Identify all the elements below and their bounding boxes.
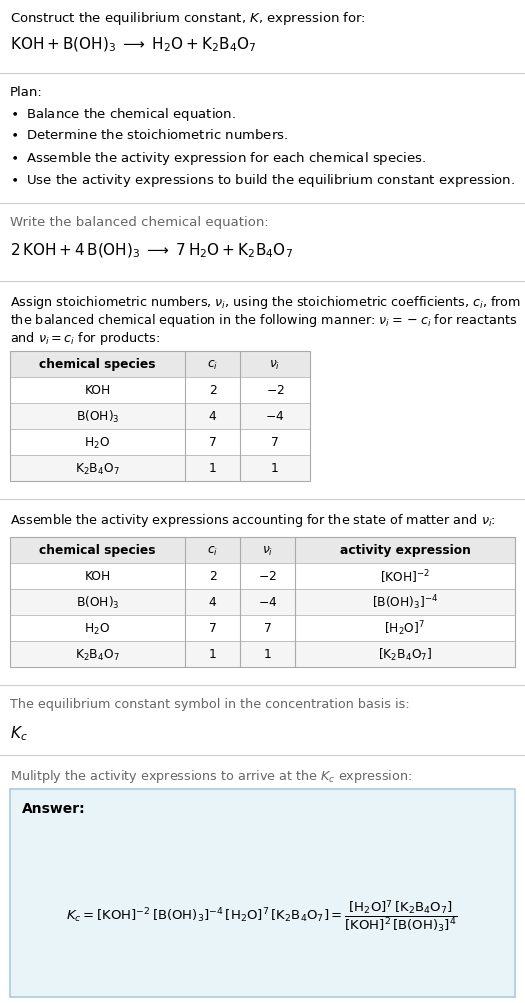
Text: the balanced chemical equation in the following manner: $\nu_i = -c_i$ for react: the balanced chemical equation in the fo… [10, 312, 518, 329]
Text: Assign stoichiometric numbers, $\nu_i$, using the stoichiometric coefficients, $: Assign stoichiometric numbers, $\nu_i$, … [10, 294, 521, 311]
Text: 7: 7 [264, 622, 271, 635]
Text: $[\mathrm{K_2B_4O_7}]$: $[\mathrm{K_2B_4O_7}]$ [378, 646, 432, 662]
Text: 1: 1 [208, 462, 216, 475]
Text: $[\mathrm{KOH}]^{-2}$: $[\mathrm{KOH}]^{-2}$ [380, 568, 430, 585]
Text: Mulitply the activity expressions to arrive at the $K_c$ expression:: Mulitply the activity expressions to arr… [10, 767, 412, 784]
Text: KOH: KOH [85, 570, 111, 583]
Text: $\mathrm{K_2B_4O_7}$: $\mathrm{K_2B_4O_7}$ [75, 461, 120, 476]
Text: $\mathrm{K_2B_4O_7}$: $\mathrm{K_2B_4O_7}$ [75, 647, 120, 662]
Text: $-4$: $-4$ [258, 596, 277, 609]
Text: $\bullet\;$ Determine the stoichiometric numbers.: $\bullet\;$ Determine the stoichiometric… [10, 127, 288, 141]
Text: 4: 4 [208, 596, 216, 609]
Bar [10, 403, 310, 429]
Bar [10, 538, 515, 564]
Text: $\bullet\;$ Assemble the activity expression for each chemical species.: $\bullet\;$ Assemble the activity expres… [10, 149, 426, 166]
Text: $c_i$: $c_i$ [207, 358, 218, 371]
Text: $[\mathrm{H_2O}]^{7}$: $[\mathrm{H_2O}]^{7}$ [384, 619, 426, 638]
Text: 7: 7 [208, 436, 216, 449]
Text: $\nu_i$: $\nu_i$ [262, 544, 273, 557]
Text: Answer:: Answer: [22, 801, 86, 815]
Bar [10, 352, 310, 377]
Text: $c_i$: $c_i$ [207, 544, 218, 557]
Bar [10, 455, 310, 481]
Text: $\mathrm{KOH + B(OH)_3 \;\longrightarrow\; H_2O + K_2B_4O_7}$: $\mathrm{KOH + B(OH)_3 \;\longrightarrow… [10, 36, 256, 54]
Text: 1: 1 [264, 648, 271, 661]
Text: 7: 7 [208, 622, 216, 635]
Text: 4: 4 [208, 410, 216, 423]
Bar [10, 538, 515, 667]
Text: Write the balanced chemical equation:: Write the balanced chemical equation: [10, 216, 269, 229]
Text: chemical species: chemical species [39, 358, 156, 371]
Text: $\mathrm{B(OH)_3}$: $\mathrm{B(OH)_3}$ [76, 408, 119, 424]
Text: KOH: KOH [85, 384, 111, 397]
Text: $K_c = [\mathrm{KOH}]^{-2}\,[\mathrm{B(OH)_3}]^{-4}\,[\mathrm{H_2O}]^{7}\,[\math: $K_c = [\mathrm{KOH}]^{-2}\,[\mathrm{B(O… [66, 898, 458, 934]
Bar [10, 641, 515, 667]
Text: $\bullet\;$ Balance the chemical equation.: $\bullet\;$ Balance the chemical equatio… [10, 106, 236, 123]
Text: $\mathrm{H_2O}$: $\mathrm{H_2O}$ [85, 621, 110, 636]
Text: 1: 1 [208, 648, 216, 661]
Text: activity expression: activity expression [340, 544, 470, 557]
Text: $[\mathrm{B(OH)_3}]^{-4}$: $[\mathrm{B(OH)_3}]^{-4}$ [372, 593, 438, 612]
Text: chemical species: chemical species [39, 544, 156, 557]
Text: 7: 7 [271, 436, 279, 449]
Text: and $\nu_i = c_i$ for products:: and $\nu_i = c_i$ for products: [10, 330, 160, 347]
Text: $\mathrm{B(OH)_3}$: $\mathrm{B(OH)_3}$ [76, 595, 119, 611]
Text: $\bullet\;$ Use the activity expressions to build the equilibrium constant expre: $\bullet\;$ Use the activity expressions… [10, 172, 515, 189]
Text: Assemble the activity expressions accounting for the state of matter and $\nu_i$: Assemble the activity expressions accoun… [10, 512, 496, 529]
Text: 2: 2 [208, 570, 216, 583]
Bar [10, 352, 310, 481]
Text: $-2$: $-2$ [258, 570, 277, 583]
Text: $\mathrm{2\,KOH + 4\,B(OH)_3 \;\longrightarrow\; 7\,H_2O + K_2B_4O_7}$: $\mathrm{2\,KOH + 4\,B(OH)_3 \;\longrigh… [10, 242, 293, 260]
Bar [10, 789, 515, 997]
Text: $-4$: $-4$ [265, 410, 285, 423]
Text: Plan:: Plan: [10, 86, 43, 99]
Text: 2: 2 [208, 384, 216, 397]
Bar [10, 590, 515, 616]
Text: $\mathrm{H_2O}$: $\mathrm{H_2O}$ [85, 435, 110, 450]
Text: Construct the equilibrium constant, $K$, expression for:: Construct the equilibrium constant, $K$,… [10, 10, 366, 27]
Text: $\nu_i$: $\nu_i$ [269, 358, 280, 371]
Text: $-2$: $-2$ [266, 384, 285, 397]
Text: 1: 1 [271, 462, 279, 475]
Text: The equilibrium constant symbol in the concentration basis is:: The equilibrium constant symbol in the c… [10, 697, 410, 710]
Text: $K_c$: $K_c$ [10, 723, 28, 742]
